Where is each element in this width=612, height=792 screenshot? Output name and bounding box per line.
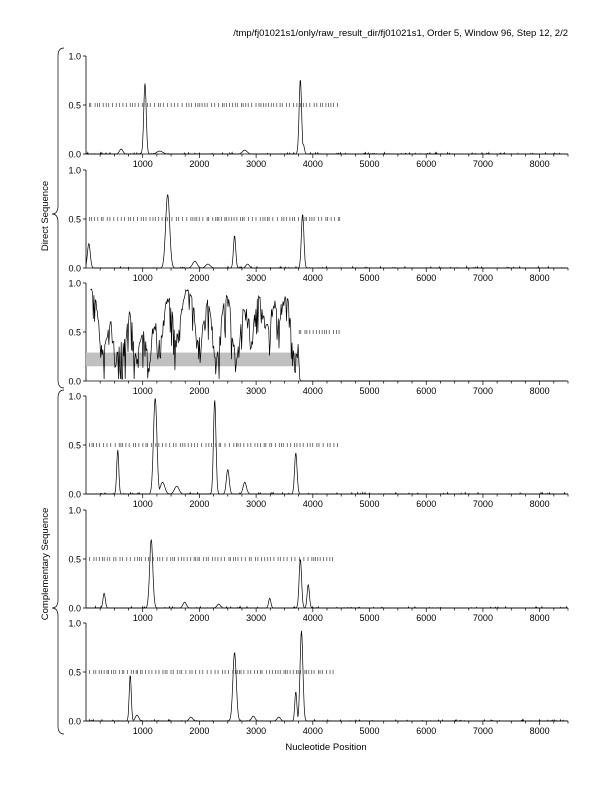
- x-tick-label: 3000: [246, 273, 266, 283]
- y-tick-label: 0.0: [68, 264, 81, 274]
- series-line: [86, 398, 568, 495]
- x-tick-label: 2000: [189, 613, 209, 623]
- x-tick-label: 4000: [303, 386, 323, 396]
- x-tick-label: 2000: [189, 159, 209, 169]
- y-tick-label: 0.0: [68, 377, 81, 387]
- x-tick-label: 1000: [133, 613, 153, 623]
- x-tick-label: 6000: [416, 726, 436, 736]
- x-tick-label: 8000: [530, 386, 550, 396]
- y-tick-label: 0.0: [68, 150, 81, 160]
- x-tick-label: 7000: [473, 273, 493, 283]
- x-tick-label: 8000: [530, 613, 550, 623]
- x-tick-label: 7000: [473, 613, 493, 623]
- panel-4: 0.0 0.5 1.0 1000 2000 3000 4000 5000 6000 7000 800…: [68, 392, 569, 509]
- panel-1: 0.0 0.5 1.0 1000 2000 3000 4000 5000 6000 7000 800…: [68, 52, 569, 169]
- y-tick-label: 0.0: [68, 717, 81, 727]
- x-tick-label: 4000: [303, 159, 323, 169]
- direct-sequence-label: Direct Sequence: [40, 181, 51, 251]
- window-band: [86, 352, 299, 367]
- x-tick-label: 2000: [189, 273, 209, 283]
- series-line: [86, 539, 568, 609]
- y-tick-label: 1.0: [68, 506, 81, 516]
- x-tick-label: 7000: [473, 499, 493, 509]
- x-tick-label: 8000: [530, 499, 550, 509]
- y-tick-label: 0.5: [68, 215, 81, 225]
- series-line: [86, 80, 568, 155]
- x-tick-label: 6000: [416, 499, 436, 509]
- panel-2: 0.0 0.5 1.0 1000 2000 3000 4000 5000 6000 7000 800…: [68, 166, 569, 283]
- x-tick-label: 4000: [303, 613, 323, 623]
- x-tick-label: 3000: [246, 159, 266, 169]
- x-tick-label: 5000: [360, 159, 380, 169]
- half-level-marks: [89, 443, 338, 447]
- x-tick-label: 4000: [303, 499, 323, 509]
- y-tick-label: 0.5: [68, 101, 81, 111]
- series-line: [86, 630, 568, 723]
- y-tick-label: 0.0: [68, 490, 81, 500]
- x-tick-label: 5000: [360, 386, 380, 396]
- figure-title: /tmp/fj01021s1/only/raw_result_dir/fj010…: [233, 28, 568, 39]
- x-tick-label: 7000: [473, 726, 493, 736]
- x-tick-label: 6000: [416, 159, 436, 169]
- half-level-marks: [298, 330, 340, 334]
- x-tick-label: 6000: [416, 273, 436, 283]
- half-level-marks: [89, 217, 341, 221]
- half-level-marks: [89, 103, 338, 107]
- x-tick-label: 4000: [303, 273, 323, 283]
- x-tick-label: 1000: [133, 273, 153, 283]
- y-tick-label: 1.0: [68, 619, 81, 629]
- y-tick-label: 1.0: [68, 279, 81, 289]
- panel-5: 0.0 0.5 1.0 1000 2000 3000 4000 5000 6000 7000 800…: [68, 506, 569, 623]
- half-level-marks: [89, 670, 334, 674]
- series-line: [85, 194, 568, 269]
- x-axis-label: Nucleotide Position: [285, 742, 366, 753]
- y-tick-label: 0.5: [68, 555, 81, 565]
- x-tick-label: 2000: [189, 386, 209, 396]
- x-tick-label: 3000: [246, 386, 266, 396]
- x-tick-label: 6000: [416, 386, 436, 396]
- panel-3: 0.0 0.5 1.0 1000 2000 3000 4000 5000 6000 7000 800…: [68, 279, 569, 396]
- x-tick-label: 5000: [360, 613, 380, 623]
- y-tick-label: 0.0: [68, 604, 81, 614]
- x-tick-label: 2000: [189, 726, 209, 736]
- half-level-marks: [89, 557, 333, 561]
- x-tick-label: 1000: [133, 386, 153, 396]
- x-tick-label: 7000: [473, 159, 493, 169]
- y-tick-label: 0.5: [68, 441, 81, 451]
- complementary-group-brace: [51, 389, 65, 735]
- y-tick-label: 0.5: [68, 668, 81, 678]
- x-tick-label: 3000: [246, 613, 266, 623]
- x-tick-label: 3000: [246, 499, 266, 509]
- panel-6: 0.0 0.5 1.0 1000 2000 3000 4000 5000 6000 7000 800…: [68, 619, 569, 736]
- x-tick-label: 1000: [133, 726, 153, 736]
- series-line: [90, 288, 567, 382]
- y-tick-label: 1.0: [68, 52, 81, 62]
- x-tick-label: 8000: [530, 159, 550, 169]
- x-tick-label: 8000: [530, 726, 550, 736]
- x-tick-label: 5000: [360, 726, 380, 736]
- x-tick-label: 7000: [473, 386, 493, 396]
- y-tick-label: 1.0: [68, 392, 81, 402]
- complementary-sequence-label: Complementary Sequence: [40, 508, 51, 620]
- x-tick-label: 5000: [360, 273, 380, 283]
- x-tick-label: 8000: [530, 273, 550, 283]
- x-tick-label: 1000: [133, 499, 153, 509]
- x-tick-label: 3000: [246, 726, 266, 736]
- x-tick-label: 1000: [133, 159, 153, 169]
- y-tick-label: 0.5: [68, 328, 81, 338]
- x-tick-label: 2000: [189, 499, 209, 509]
- y-tick-label: 1.0: [68, 166, 81, 176]
- x-tick-label: 5000: [360, 499, 380, 509]
- x-tick-label: 6000: [416, 613, 436, 623]
- x-tick-label: 4000: [303, 726, 323, 736]
- direct-group-brace: [51, 47, 65, 389]
